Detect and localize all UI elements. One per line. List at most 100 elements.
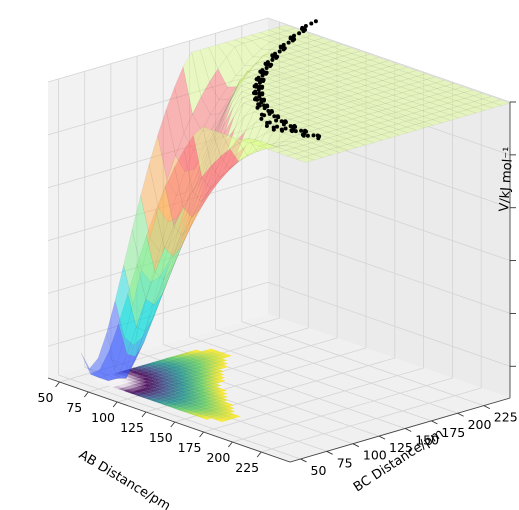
surface-facet — [155, 186, 175, 249]
surface-facet — [143, 295, 163, 343]
surface-facet — [350, 104, 370, 112]
contour-cell — [126, 375, 137, 379]
y-tick-label: 175 — [441, 425, 465, 440]
surface-facet — [132, 269, 152, 315]
surface-facet — [329, 146, 349, 153]
surface-facet — [368, 105, 388, 112]
trajectory-point — [288, 35, 293, 40]
surface-facet — [372, 134, 392, 141]
surface-facet — [465, 101, 485, 108]
surface-facet — [445, 89, 465, 96]
surface-facet — [365, 88, 385, 95]
surface-facet — [191, 194, 210, 218]
trajectory-point — [260, 68, 265, 73]
surface-facet — [328, 135, 348, 142]
contour-cell — [205, 378, 216, 382]
contour-cell — [198, 394, 209, 398]
surface-facet — [444, 83, 464, 90]
contour-cell — [107, 384, 118, 388]
surface-facet — [345, 130, 365, 137]
grid-line-z — [47, 228, 511, 314]
contour-cell — [132, 383, 143, 387]
contour-cell — [182, 385, 192, 389]
surface-facet — [289, 56, 309, 63]
surface-facet — [472, 93, 492, 100]
surface-facet — [275, 78, 295, 86]
surface-facet — [358, 102, 378, 109]
surface-facet — [283, 76, 303, 83]
surface-facet — [319, 137, 339, 144]
surface-facet — [395, 109, 415, 116]
surface-facet — [375, 97, 395, 104]
surface-facet — [326, 63, 346, 71]
contour-cell — [125, 368, 136, 373]
trajectory-point — [257, 94, 262, 99]
contour-cell — [211, 350, 222, 354]
contour-cell — [210, 410, 221, 414]
surface-facet — [192, 96, 211, 132]
surface-facet — [346, 81, 366, 89]
contour-cell — [214, 369, 225, 373]
contour-cell — [215, 379, 226, 383]
contour-cell — [122, 386, 133, 390]
contour-cell — [178, 360, 189, 364]
surface-facet — [337, 138, 357, 145]
contour-cell — [197, 354, 208, 358]
surface-facet — [360, 113, 380, 121]
surface-facet — [188, 169, 207, 219]
contour-cell — [202, 392, 213, 396]
surface-facet — [399, 78, 419, 85]
surface-facet — [295, 156, 315, 163]
surface-facet — [187, 164, 206, 213]
contour-cell — [199, 400, 210, 404]
surface-facet — [383, 89, 403, 96]
contour-cell — [133, 393, 144, 397]
surface-facet — [387, 117, 407, 125]
surface-facet — [431, 111, 451, 118]
surface-facet — [210, 170, 229, 189]
surface-facet — [125, 341, 145, 379]
surface-facet — [302, 142, 322, 149]
contour-cell — [130, 370, 141, 374]
contour-cell — [175, 407, 186, 411]
surface-facet — [437, 97, 458, 104]
contour-cell — [161, 378, 172, 382]
surface-facet — [265, 75, 286, 82]
y-tick-label: 100 — [363, 448, 387, 463]
surface-facet — [304, 94, 324, 101]
floor-edge — [47, 377, 511, 463]
contour-cell — [174, 371, 185, 375]
surface-facet — [194, 138, 214, 180]
contour-cell — [190, 376, 201, 380]
surface-facet — [401, 89, 421, 97]
contour-cell — [209, 370, 220, 375]
surface-facet — [410, 93, 430, 100]
surface-facet — [242, 34, 262, 41]
surface-facet — [482, 96, 502, 103]
surface-facet — [407, 70, 427, 77]
surface-facet — [157, 108, 176, 182]
surface-facet — [316, 60, 337, 67]
grid-line-y — [162, 48, 406, 429]
surface-facet — [321, 89, 341, 96]
surface-facet — [141, 275, 161, 315]
surface-facet — [258, 143, 278, 150]
surface-facet — [290, 122, 310, 129]
trajectory-point — [264, 66, 269, 70]
contour-cell — [218, 395, 228, 399]
surface-facet — [322, 41, 343, 48]
contour-cell — [208, 397, 219, 401]
surface-facet — [221, 81, 240, 119]
trajectory-point — [297, 31, 302, 36]
contour-cell — [214, 402, 225, 406]
contour-cell — [185, 377, 196, 381]
surface-facet — [233, 37, 253, 44]
surface-facet — [406, 124, 426, 131]
surface-facet — [135, 318, 154, 357]
grid-line-x — [232, 82, 453, 443]
surface-facet — [336, 72, 356, 80]
surface-facet — [307, 57, 327, 64]
contour-cell — [202, 386, 212, 390]
contour-cell — [165, 373, 176, 377]
surface-facet — [316, 54, 336, 62]
